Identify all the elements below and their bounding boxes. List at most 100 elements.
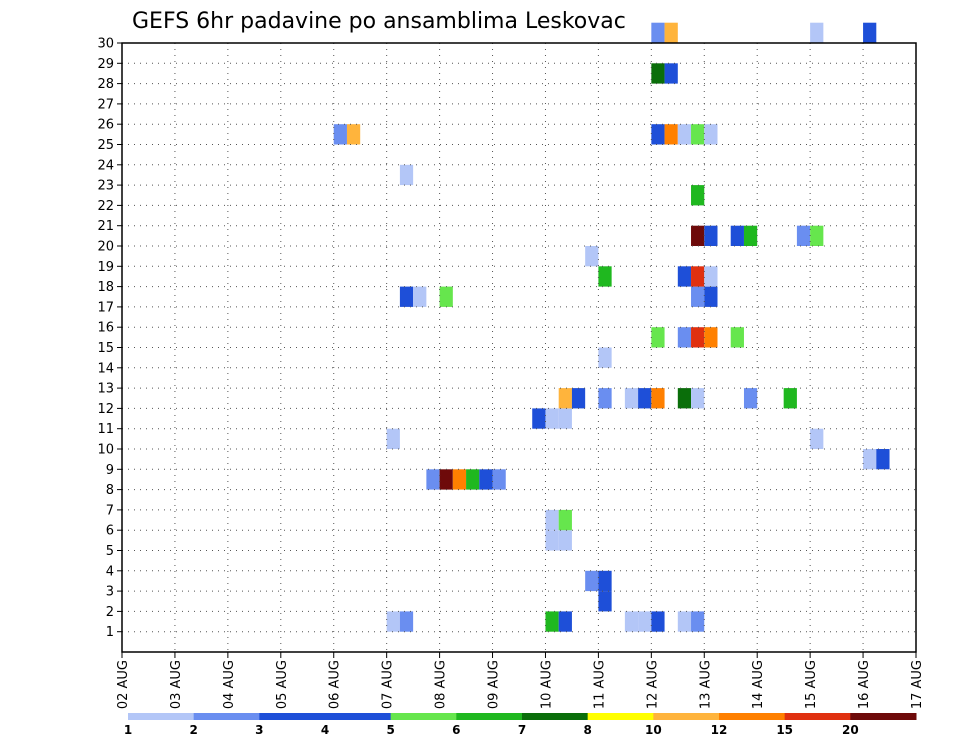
heatmap-cell — [571, 388, 586, 409]
y-tick-label: 10 — [97, 443, 114, 458]
y-tick-label: 23 — [97, 179, 114, 194]
heatmap-cell — [691, 124, 705, 145]
heatmap-cell — [532, 408, 546, 429]
heatmap-cell — [399, 286, 414, 307]
colorbar-segment — [259, 713, 326, 720]
heatmap-cell — [677, 266, 692, 287]
x-tick-label: 12 AUG — [645, 660, 660, 709]
heatmap-cell — [691, 327, 705, 348]
heatmap-cell — [730, 327, 744, 348]
heatmap-cell — [704, 124, 718, 145]
heatmap-cell — [638, 388, 652, 409]
y-tick-label: 25 — [97, 138, 114, 153]
colorbar-label: 1 — [124, 723, 132, 737]
y-tick-label: 11 — [97, 422, 114, 437]
heatmap-cell — [545, 509, 559, 531]
heatmap-cell — [558, 530, 572, 551]
heatmap-cell — [638, 611, 652, 632]
heatmap-cell — [399, 164, 414, 186]
y-tick-label: 26 — [97, 118, 114, 133]
colorbar-segment — [325, 713, 392, 720]
heatmap-cell — [545, 408, 559, 429]
y-tick-label: 1 — [106, 625, 114, 640]
heatmap-cell — [651, 611, 665, 632]
x-tick-label: 05 AUG — [275, 660, 290, 709]
heatmap-cell — [426, 469, 440, 490]
heatmap-cell — [386, 428, 400, 449]
x-tick-label: 02 AUG — [116, 660, 131, 709]
y-tick-label: 6 — [106, 524, 114, 539]
y-tick-label: 15 — [97, 341, 114, 356]
y-tick-label: 19 — [97, 260, 114, 275]
heatmap-cell — [677, 611, 692, 632]
heatmap-cell — [346, 124, 361, 145]
colorbar-segment — [193, 713, 260, 720]
colorbar-label: 2 — [189, 723, 197, 737]
heatmap-cell — [810, 22, 824, 43]
colorbar-label: 4 — [321, 723, 329, 737]
y-tick-label: 16 — [97, 321, 114, 336]
y-tick-label: 4 — [106, 564, 114, 579]
colorbar-label: 7 — [518, 723, 526, 737]
colorbar-label: 3 — [255, 723, 263, 737]
heatmap-cell — [677, 388, 692, 409]
heatmap-cells — [333, 22, 890, 632]
colorbar-label: 6 — [452, 723, 460, 737]
colorbar-segment — [522, 713, 589, 720]
heatmap-cell — [598, 266, 612, 287]
heatmap-cell — [545, 611, 559, 632]
x-tick-label: 17 AUG — [910, 660, 925, 709]
colorbar-label: 8 — [583, 723, 591, 737]
heatmap-cell — [558, 611, 572, 632]
heatmap-cell — [598, 591, 612, 612]
heatmap-cell — [664, 63, 678, 84]
heatmap-cell — [810, 428, 824, 449]
heatmap-cell — [598, 347, 612, 368]
y-tick-label: 9 — [106, 463, 114, 478]
colorbar-label: 20 — [842, 723, 859, 737]
heatmap-cell — [651, 388, 665, 409]
y-tick-label: 2 — [106, 605, 114, 620]
heatmap-cell — [783, 388, 797, 409]
colorbar-segment — [128, 713, 195, 720]
heatmap-cell — [863, 22, 877, 43]
heatmap-cell — [677, 124, 692, 145]
y-tick-label: 17 — [97, 300, 114, 315]
colorbar-label: 15 — [776, 723, 793, 737]
heatmap-cell — [664, 124, 678, 145]
heatmap-cell — [558, 509, 572, 531]
x-tick-label: 06 AUG — [328, 660, 343, 709]
heatmap-cell — [439, 286, 453, 307]
heatmap-cell — [691, 286, 705, 307]
colorbar: 1 2 3 4 5 6 7 8 10 12 15 20 — [124, 713, 917, 737]
heatmap-cell — [704, 266, 718, 287]
y-tick-label: 8 — [106, 483, 114, 498]
heatmap-cell — [651, 22, 665, 43]
x-tick-label: 08 AUG — [434, 660, 449, 709]
colorbar-segment — [784, 713, 851, 720]
heatmap-cell — [664, 22, 678, 43]
heatmap-cell — [651, 63, 665, 84]
heatmap-cell — [479, 469, 493, 490]
colorbar-segment — [653, 713, 720, 720]
x-tick-label: 15 AUG — [804, 660, 819, 709]
y-tick-label: 27 — [97, 97, 114, 112]
x-axis-ticks: 02 AUG 03 AUG 04 AUG 05 AUG 06 AUG 07 AUG 08 A… — [116, 652, 925, 709]
y-axis-ticks: 1234567891011121314151617181920212223242… — [97, 37, 122, 640]
heatmap-cell — [730, 225, 744, 246]
heatmap-cell — [691, 185, 705, 206]
heatmap-cell — [598, 570, 612, 592]
y-tick-label: 5 — [106, 544, 114, 559]
y-tick-label: 24 — [97, 158, 114, 173]
colorbar-label: 10 — [645, 723, 662, 737]
heatmap-cell — [452, 469, 467, 490]
heatmap-cell — [743, 225, 758, 246]
heatmap-cell — [558, 388, 572, 409]
y-tick-label: 7 — [106, 503, 114, 518]
heatmap-cell — [333, 124, 347, 145]
heatmap-cell — [585, 246, 599, 267]
x-tick-label: 11 AUG — [592, 660, 607, 709]
x-tick-label: 13 AUG — [698, 660, 713, 709]
heatmap-cell — [704, 327, 718, 348]
